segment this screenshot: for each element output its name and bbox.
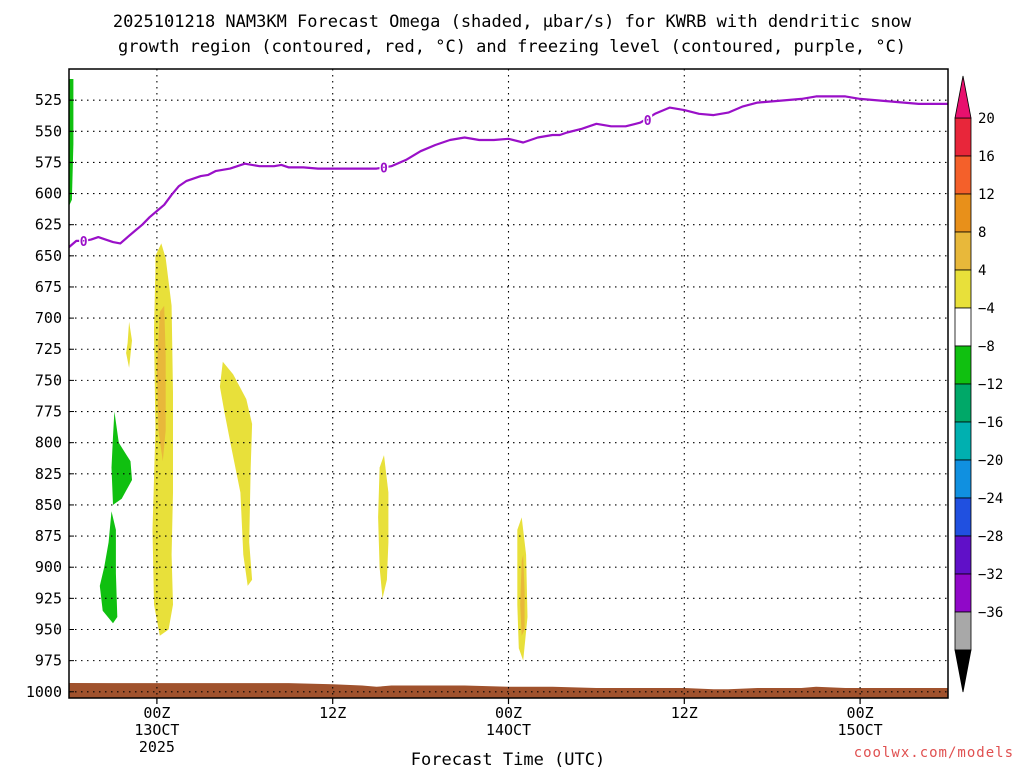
- plot-area: 0 0 0: [69, 69, 948, 698]
- chart-title: 2025101218 NAM3KM Forecast Omega (shaded…: [113, 12, 912, 57]
- surface-band: [69, 683, 948, 698]
- x-tick-label-4-1: 15OCT: [838, 721, 883, 739]
- x-tick-label-0-0: 00Z: [143, 704, 170, 722]
- colorbar-label-11: −28: [978, 529, 1003, 545]
- colorbar-top-arrow: [954, 75, 972, 119]
- x-tick-label-0-1: 13OCT: [134, 721, 179, 739]
- colorbar-segment-2: [954, 193, 972, 233]
- colorbar-label-6: −8: [978, 339, 995, 355]
- y-tick-label-525: 525: [35, 91, 62, 109]
- y-tick-label-775: 775: [35, 403, 62, 421]
- colorbar-segment-4: [954, 269, 972, 309]
- colorbar-segment-9: [954, 459, 972, 499]
- axes: 525 550 575 600 625 650 675 700 725 750 775 800 825 8…: [26, 68, 949, 756]
- colorbar-label-0: 20: [978, 111, 995, 127]
- omega-region-9: [69, 79, 74, 206]
- colorbar-label-2: 12: [978, 187, 995, 203]
- omega-region-5: [156, 305, 166, 462]
- y-tick-label-600: 600: [35, 185, 62, 203]
- y-tick-label-725: 725: [35, 340, 62, 358]
- colorbar-segment-0: [954, 117, 972, 157]
- omega-region-6: [520, 554, 525, 636]
- freezing-level-label-1: 0: [380, 161, 388, 176]
- freezing-label-bg-2: [643, 113, 653, 128]
- colorbar-label-10: −24: [978, 491, 1003, 507]
- omega-region-1: [219, 361, 253, 586]
- freezing-label-bg-0: [79, 233, 89, 248]
- chart-title-line-1: 2025101218 NAM3KM Forecast Omega (shaded…: [113, 12, 912, 32]
- y-tick-label-975: 975: [35, 652, 62, 670]
- x-tick-label-2-1: 14OCT: [486, 721, 531, 739]
- credit-text: coolwx.com/models: [854, 745, 1014, 761]
- y-tick-label-875: 875: [35, 527, 62, 545]
- colorbar-label-7: −12: [978, 377, 1003, 393]
- omega-region-3: [378, 455, 389, 599]
- colorbar-segment-10: [954, 497, 972, 537]
- y-tick-label-750: 750: [35, 371, 62, 389]
- x-tick-label-3-0: 12Z: [671, 704, 698, 722]
- colorbar-label-13: −36: [978, 605, 1003, 621]
- y-tick-label-550: 550: [35, 122, 62, 140]
- colorbar-segment-1: [954, 155, 972, 195]
- y-tick-label-625: 625: [35, 216, 62, 234]
- colorbar-segment-7: [954, 383, 972, 423]
- colorbar-segment-11: [954, 535, 972, 575]
- y-tick-label-575: 575: [35, 153, 62, 171]
- freezing-label-bg-1: [379, 160, 389, 175]
- colorbar-segment-3: [954, 231, 972, 271]
- x-tick-label-0-2: 2025: [139, 738, 175, 756]
- omega-region-2: [126, 321, 132, 368]
- x-tick-label-4-0: 00Z: [847, 704, 874, 722]
- colorbar-segment-8: [954, 421, 972, 461]
- y-tick-label-700: 700: [35, 309, 62, 327]
- x-tick-label-1-0: 12Z: [319, 704, 346, 722]
- colorbar-bottom-arrow: [954, 649, 972, 693]
- y-tick-label-850: 850: [35, 496, 62, 514]
- colorbar-segment-5: [954, 307, 972, 347]
- y-tick-label-825: 825: [35, 465, 62, 483]
- x-axis-label: Forecast Time (UTC): [411, 750, 605, 768]
- y-tick-label-1000: 1000: [26, 683, 62, 701]
- colorbar-label-9: −20: [978, 453, 1003, 469]
- chart-title-line-2: growth region (contoured, red, °C) and f…: [118, 37, 906, 57]
- colorbar-label-5: −4: [978, 301, 995, 317]
- omega-region-7: [111, 411, 132, 505]
- y-tick-label-675: 675: [35, 278, 62, 296]
- y-tick-label-900: 900: [35, 558, 62, 576]
- colorbar-label-3: 8: [978, 225, 986, 241]
- y-tick-label-950: 950: [35, 620, 62, 638]
- colorbar-label-4: 4: [978, 263, 986, 279]
- colorbar-segment-12: [954, 573, 972, 613]
- freezing-level-label-2: 0: [644, 114, 652, 129]
- y-tick-label-650: 650: [35, 247, 62, 265]
- colorbar-label-8: −16: [978, 415, 1003, 431]
- colorbar-label-12: −32: [978, 567, 1003, 583]
- colorbar-label-1: 16: [978, 149, 995, 165]
- freezing-level-label-0: 0: [80, 235, 88, 250]
- colorbar: 20 16 12 8 4 −4 −8 −12 −16 −20 −24 −28 −32 −36: [954, 75, 1003, 693]
- y-tick-label-800: 800: [35, 434, 62, 452]
- omega-region-8: [99, 511, 118, 624]
- y-tick-label-925: 925: [35, 589, 62, 607]
- colorbar-segment-13: [954, 611, 972, 651]
- freezing-level-line: [69, 95, 948, 248]
- plot-interior: 0 0 0: [69, 69, 948, 698]
- x-tick-label-2-0: 00Z: [495, 704, 522, 722]
- colorbar-segment-6: [954, 345, 972, 385]
